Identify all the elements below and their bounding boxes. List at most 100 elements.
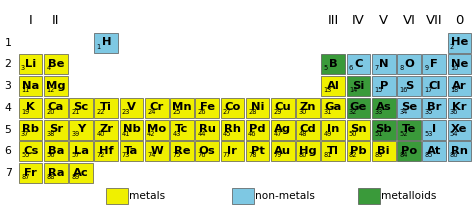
Text: 88: 88 [46, 174, 55, 180]
Text: Rn: Rn [451, 146, 468, 156]
Text: 49: 49 [324, 131, 332, 137]
Text: 11: 11 [21, 87, 29, 93]
Bar [372, 76, 395, 96]
Bar [346, 119, 370, 140]
Text: 5: 5 [324, 65, 328, 71]
Text: Li: Li [25, 59, 36, 69]
Text: 2: 2 [5, 59, 11, 69]
Text: La: La [73, 146, 89, 156]
Text: Cd: Cd [300, 124, 317, 134]
Bar [195, 119, 219, 140]
Text: 80: 80 [299, 152, 307, 158]
Bar [422, 54, 446, 74]
Text: metalloids: metalloids [382, 191, 437, 201]
Bar [19, 98, 42, 118]
Text: V: V [127, 102, 136, 112]
Bar [19, 163, 42, 183]
Text: Ar: Ar [452, 81, 467, 91]
Bar [321, 54, 345, 74]
Bar [44, 54, 68, 74]
Text: Re: Re [173, 146, 190, 156]
Text: 35: 35 [425, 109, 433, 115]
Bar [296, 141, 320, 162]
Bar [397, 76, 421, 96]
Text: V: V [379, 14, 388, 27]
Text: 45: 45 [223, 131, 231, 137]
Text: Au: Au [274, 146, 292, 156]
Text: VI: VI [402, 14, 415, 27]
Text: K: K [26, 102, 35, 112]
Text: 4: 4 [46, 65, 51, 71]
Text: 50: 50 [349, 131, 357, 137]
Text: 4: 4 [5, 103, 11, 113]
Text: Cr: Cr [150, 102, 164, 112]
Text: Ag: Ag [274, 124, 292, 134]
Text: Na: Na [22, 81, 39, 91]
Text: 75: 75 [173, 152, 181, 158]
Text: Cu: Cu [274, 102, 291, 112]
Text: Sr: Sr [49, 124, 63, 134]
Text: C: C [354, 59, 363, 69]
Bar [372, 98, 395, 118]
Text: III: III [328, 14, 339, 27]
Text: 28: 28 [248, 109, 256, 115]
Text: 15: 15 [374, 87, 383, 93]
Bar [120, 141, 143, 162]
Text: W: W [150, 146, 163, 156]
Text: Ra: Ra [47, 168, 64, 178]
Text: 37: 37 [21, 131, 29, 137]
Text: 78: 78 [248, 152, 256, 158]
Text: 2: 2 [450, 44, 454, 50]
Text: H: H [101, 37, 111, 47]
Text: 3: 3 [5, 81, 11, 91]
Text: 25: 25 [173, 109, 181, 115]
Bar [422, 119, 446, 140]
Text: 40: 40 [97, 131, 105, 137]
Bar [170, 98, 194, 118]
Bar [422, 98, 446, 118]
Text: 31: 31 [324, 109, 332, 115]
Text: 81: 81 [324, 152, 332, 158]
Text: metals: metals [129, 191, 165, 201]
Text: 84: 84 [400, 152, 408, 158]
Text: Cl: Cl [428, 81, 440, 91]
Text: 42: 42 [147, 131, 155, 137]
Text: 8: 8 [400, 65, 403, 71]
Bar [447, 33, 471, 53]
Text: 3: 3 [21, 65, 25, 71]
Bar [397, 119, 421, 140]
Bar [220, 98, 244, 118]
Text: 83: 83 [374, 152, 383, 158]
Bar [372, 119, 395, 140]
Text: Mg: Mg [46, 81, 65, 91]
Text: 19: 19 [21, 109, 29, 115]
Text: 24: 24 [147, 109, 155, 115]
Text: Ru: Ru [199, 124, 216, 134]
Bar [69, 119, 93, 140]
Text: At: At [427, 146, 441, 156]
Text: Se: Se [401, 102, 417, 112]
Bar [19, 54, 42, 74]
Bar [94, 98, 118, 118]
Bar [145, 119, 169, 140]
Text: Ge: Ge [350, 102, 367, 112]
Text: 32: 32 [349, 109, 357, 115]
Text: 86: 86 [450, 152, 458, 158]
Bar [106, 188, 128, 204]
Bar [296, 98, 320, 118]
Bar [447, 98, 471, 118]
Text: 7: 7 [5, 168, 11, 178]
Text: 87: 87 [21, 174, 29, 180]
Text: 53: 53 [425, 131, 433, 137]
Text: 20: 20 [46, 109, 55, 115]
Bar [94, 141, 118, 162]
Text: 43: 43 [173, 131, 181, 137]
Bar [94, 119, 118, 140]
Bar [69, 163, 93, 183]
Text: 21: 21 [72, 109, 80, 115]
Bar [321, 141, 345, 162]
Text: 1: 1 [5, 38, 11, 48]
Bar [120, 98, 143, 118]
Text: Sc: Sc [73, 102, 89, 112]
Text: 27: 27 [223, 109, 231, 115]
